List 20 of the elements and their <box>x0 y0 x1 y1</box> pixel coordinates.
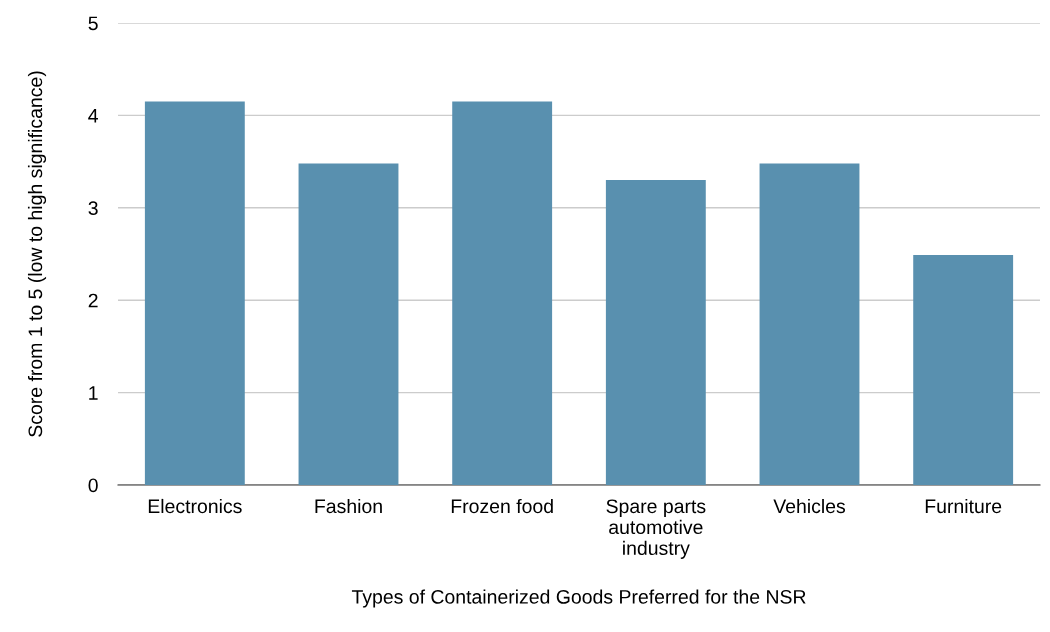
y-axis-title: Score from 1 to 5 (low to high significance) <box>27 71 47 437</box>
bar <box>605 180 706 485</box>
x-tick-label: Spare parts automotive industry <box>606 499 706 559</box>
y-tick-label: 3 <box>88 201 98 216</box>
x-tick-label: Fashion <box>315 498 382 514</box>
bar <box>452 101 553 485</box>
bar <box>298 163 399 485</box>
x-tick-label: Furniture <box>925 498 1002 514</box>
x-tick-label: Electronics <box>148 498 242 514</box>
x-axis-title: Types of Containerized Goods Preferred for the NSR <box>351 589 806 608</box>
y-tick-label: 1 <box>89 386 98 400</box>
bar <box>144 101 245 485</box>
y-tick-label: 4 <box>88 109 98 123</box>
x-tick-label: Frozen food <box>451 498 553 514</box>
y-tick-label: 2 <box>88 293 98 308</box>
bar <box>759 163 860 485</box>
x-tick-label: Vehicles <box>773 498 846 514</box>
bar <box>913 254 1014 485</box>
y-tick-label: 0 <box>88 478 98 493</box>
y-tick-label: 5 <box>88 16 98 31</box>
